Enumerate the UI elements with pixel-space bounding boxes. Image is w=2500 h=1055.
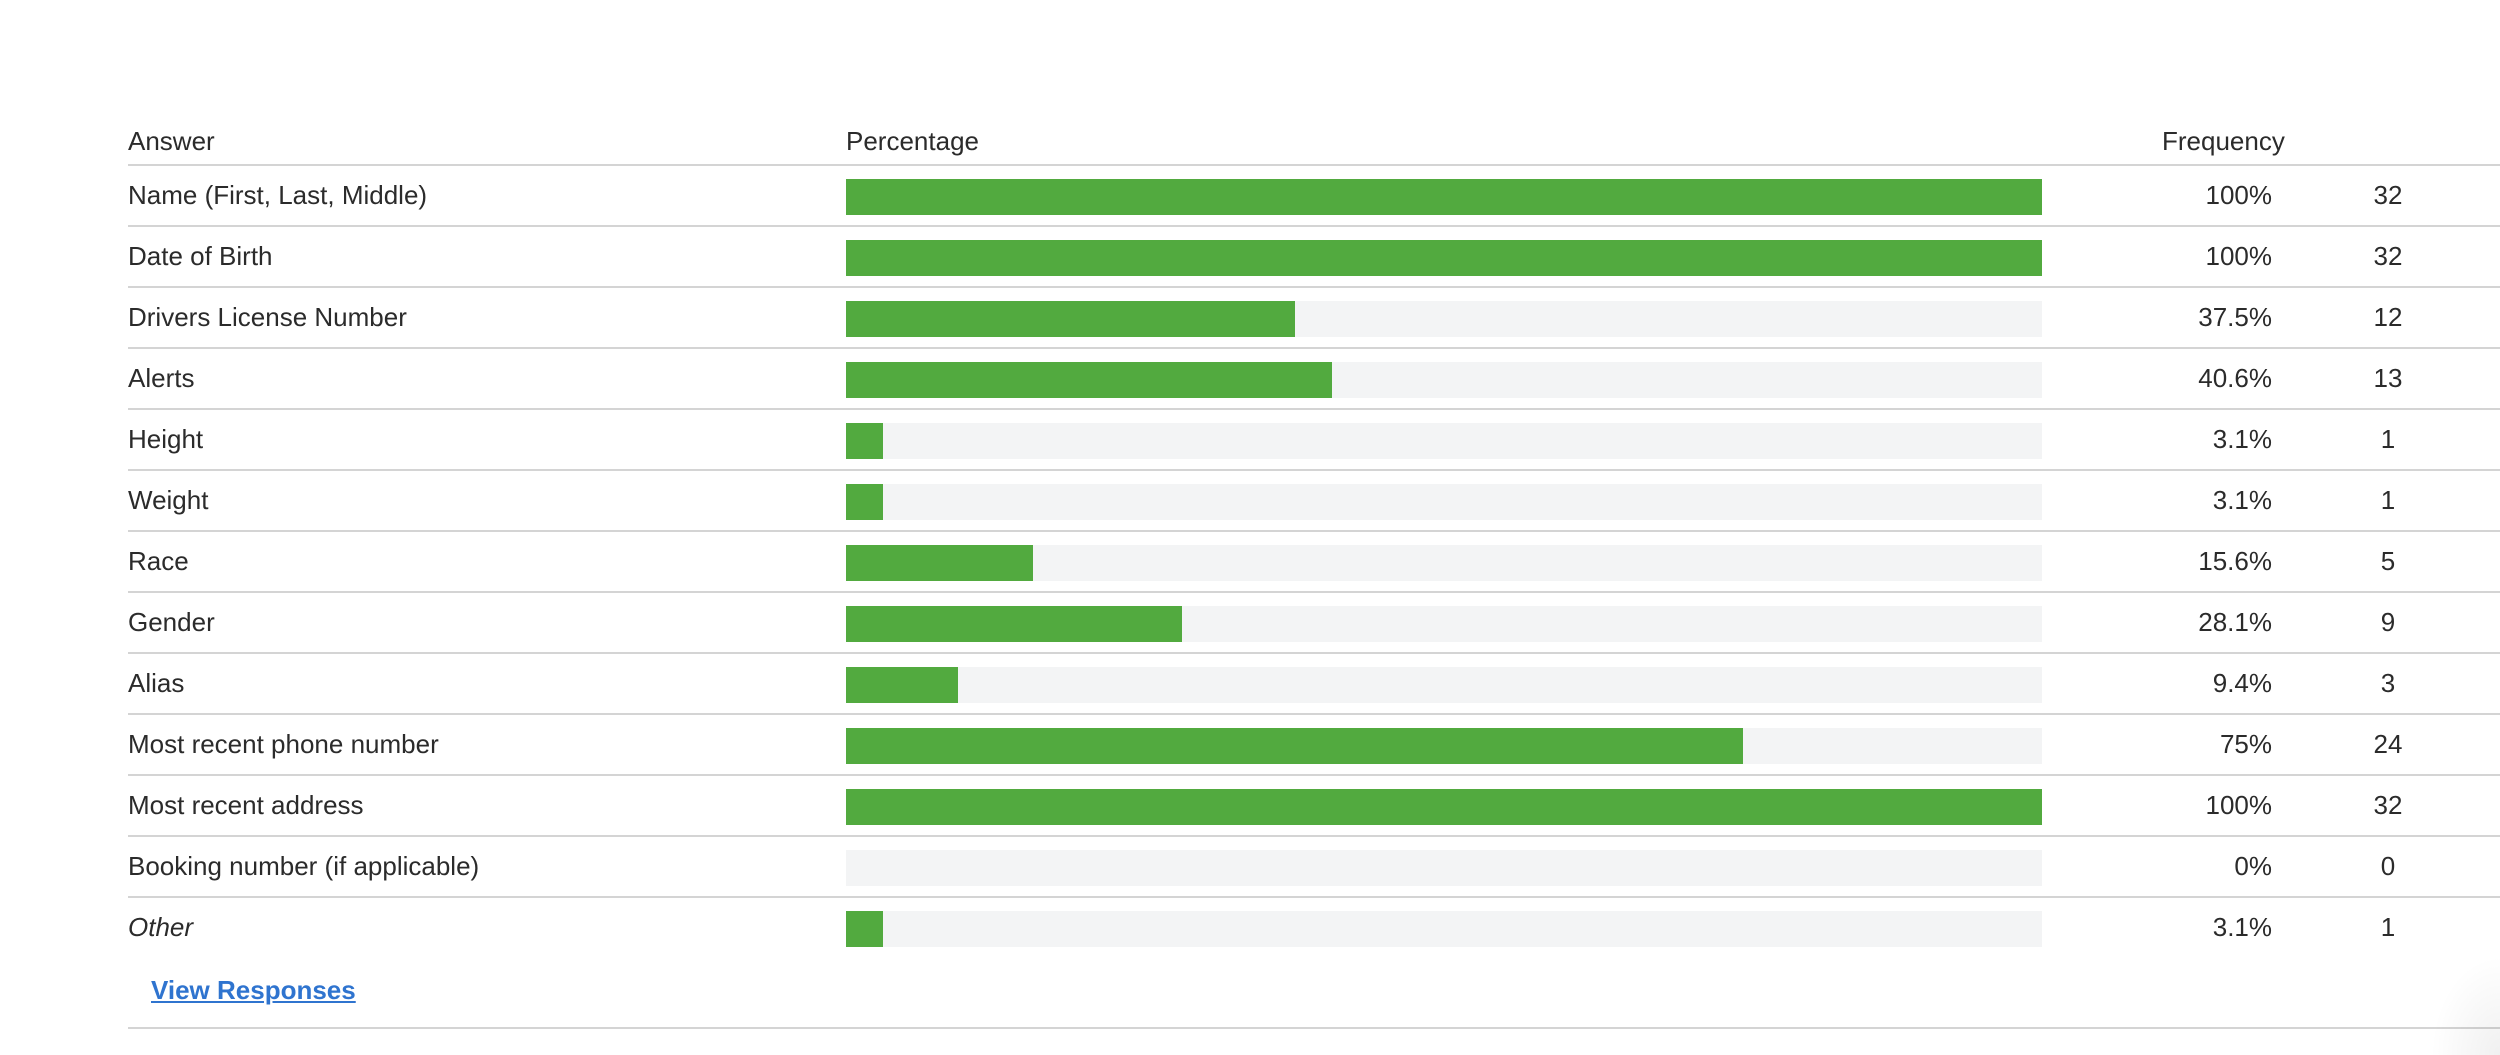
percentage-bar-track <box>846 728 2042 764</box>
percentage-value: 40.6% <box>2198 363 2272 393</box>
frequency-count: 0 <box>2380 851 2396 881</box>
percentage-bar-track <box>846 606 2042 642</box>
table-row: Race 15.6% 5 <box>128 532 2500 593</box>
frequency-count: 13 <box>2373 363 2403 393</box>
table-row: Name (First, Last, Middle) 100% 32 <box>128 166 2500 227</box>
table-row: Date of Birth 100% 32 <box>128 227 2500 288</box>
answer-label: Name (First, Last, Middle) <box>128 180 428 210</box>
frequency-count: 9 <box>2380 607 2396 637</box>
frequency-count: 1 <box>2380 424 2396 454</box>
frequency-count: 24 <box>2373 729 2403 759</box>
table-row: Height 3.1% 1 <box>128 410 2500 471</box>
percentage-value: 28.1% <box>2198 607 2272 637</box>
percentage-value: 3.1% <box>2212 912 2272 942</box>
percentage-value: 9.4% <box>2212 668 2272 698</box>
percentage-bar-track <box>846 850 2042 886</box>
percentage-bar-fill <box>846 484 884 520</box>
percentage-bar-fill <box>846 667 959 703</box>
table-row: Most recent address 100% 32 <box>128 776 2500 837</box>
percentage-value: 37.5% <box>2198 302 2272 332</box>
answer-label: Gender <box>128 607 215 637</box>
frequency-count: 32 <box>2373 180 2403 210</box>
percentage-value: 3.1% <box>2212 485 2272 515</box>
answer-label: Height <box>128 424 204 454</box>
results-table: Answer Percentage Frequency Name (First,… <box>128 0 2500 1055</box>
answer-label: Drivers License Number <box>128 302 407 332</box>
percentage-bar-fill <box>846 423 884 459</box>
frequency-count: 32 <box>2373 790 2403 820</box>
table-row: Weight 3.1% 1 <box>128 471 2500 532</box>
table-row: Other 3.1% 1 <box>128 898 2500 959</box>
answer-label: Weight <box>128 485 209 515</box>
percentage-bar-fill <box>846 301 1295 337</box>
percentage-bar-fill <box>846 545 1033 581</box>
answer-label: Date of Birth <box>128 241 273 271</box>
percentage-value: 75% <box>2219 729 2272 759</box>
answer-label: Other <box>128 912 194 942</box>
percentage-value: 100% <box>2205 241 2273 271</box>
table-row: Alias 9.4% 3 <box>128 654 2500 715</box>
answer-column-header: Answer <box>128 126 215 156</box>
percentage-bar-track <box>846 545 2042 581</box>
percentage-bar-track <box>846 301 2042 337</box>
frequency-count: 1 <box>2380 485 2396 515</box>
table-row: Gender 28.1% 9 <box>128 593 2500 654</box>
percentage-value: 100% <box>2205 180 2273 210</box>
percentage-value: 15.6% <box>2198 546 2272 576</box>
percentage-bar-fill <box>846 789 2042 825</box>
table-row: Most recent phone number 75% 24 <box>128 715 2500 776</box>
percentage-bar-track <box>846 179 2042 215</box>
frequency-count: 1 <box>2380 912 2396 942</box>
percentage-value: 0% <box>2234 851 2272 881</box>
frequency-column-header: Frequency <box>2162 126 2285 156</box>
view-responses-link[interactable]: View Responses <box>151 975 356 1005</box>
footer-divider <box>128 1027 2500 1029</box>
frequency-count: 32 <box>2373 241 2403 271</box>
percentage-bar-track <box>846 667 2042 703</box>
answer-label: Most recent phone number <box>128 729 439 759</box>
answer-label: Booking number (if applicable) <box>128 851 480 881</box>
frequency-count: 5 <box>2380 546 2396 576</box>
table-row: Booking number (if applicable) 0% 0 <box>128 837 2500 898</box>
answer-label: Alerts <box>128 363 195 393</box>
table-row: Drivers License Number 37.5% 12 <box>128 288 2500 349</box>
percentage-bar-fill <box>846 240 2042 276</box>
frequency-count: 3 <box>2380 668 2396 698</box>
table-body: Name (First, Last, Middle) 100% 32 Date of … <box>128 166 2500 959</box>
percentage-bar-track <box>846 789 2042 825</box>
percentage-bar-track <box>846 362 2042 398</box>
answer-label: Most recent address <box>128 790 364 820</box>
percentage-bar-fill <box>846 728 1743 764</box>
percentage-bar-fill <box>846 911 884 947</box>
percentage-bar-fill <box>846 179 2042 215</box>
percentage-bar-track <box>846 423 2042 459</box>
percentage-value: 3.1% <box>2212 424 2272 454</box>
frequency-count: 12 <box>2373 302 2403 332</box>
percentage-bar-track <box>846 240 2042 276</box>
table-row: Alerts 40.6% 13 <box>128 349 2500 410</box>
percentage-bar-track <box>846 484 2042 520</box>
percentage-bar-fill <box>846 362 1332 398</box>
table-header: Answer Percentage Frequency <box>128 120 2500 166</box>
answer-label: Race <box>128 546 189 576</box>
percentage-bar-fill <box>846 606 1183 642</box>
percentage-value: 100% <box>2205 790 2273 820</box>
corner-shadow <box>2430 955 2500 1055</box>
percentage-bar-track <box>846 911 2042 947</box>
percentage-column-header: Percentage <box>846 126 979 156</box>
answer-label: Alias <box>128 668 185 698</box>
